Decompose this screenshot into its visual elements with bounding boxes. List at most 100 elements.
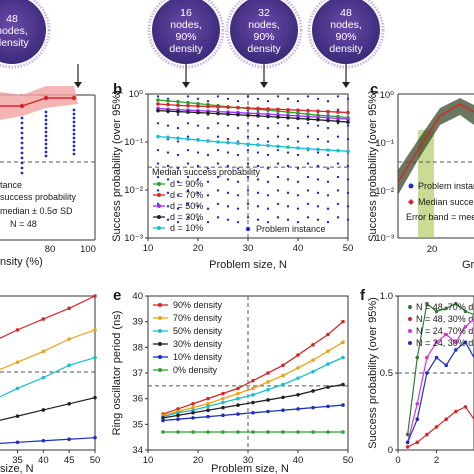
- x-tick: 20: [193, 455, 204, 466]
- instance-dot: [306, 95, 310, 98]
- data-point: [454, 340, 458, 345]
- data-point: [341, 319, 345, 324]
- instance-dot: [296, 194, 300, 197]
- instance-dot: [266, 194, 270, 197]
- data-point: [196, 104, 200, 108]
- data-point: [156, 98, 160, 102]
- instance-dot: [316, 137, 320, 141]
- x-tick: 100: [80, 244, 96, 255]
- legend-item: Problem instance: [418, 181, 474, 191]
- data-point: [463, 309, 468, 314]
- instance-dot: [166, 191, 170, 195]
- data-point: [176, 417, 180, 422]
- instance-dot: [296, 140, 300, 143]
- instance-dot: [186, 216, 190, 219]
- y-tick: 10⁻²: [124, 185, 143, 196]
- instance-dot: [276, 175, 280, 179]
- data-point: [246, 142, 250, 146]
- data-point: [341, 430, 345, 434]
- arrow-head: [182, 82, 190, 88]
- instance-dot: [236, 194, 240, 197]
- instance-dot: [286, 97, 290, 101]
- instance-dot: [44, 154, 48, 158]
- legend-item: median ± 0.5σ SD: [0, 206, 73, 216]
- instance-dot: [246, 122, 250, 125]
- data-point: [444, 363, 448, 368]
- instance-dot: [44, 138, 48, 142]
- instance-dot: [346, 164, 350, 168]
- y-tick: 10⁻³: [375, 233, 394, 244]
- legend-item: d = 70%: [170, 190, 203, 200]
- legend-item: success probability: [0, 192, 77, 202]
- y-axis-label: Ring oscillator period (ns): [111, 311, 123, 436]
- bubble-label: nodes,: [330, 19, 362, 31]
- data-point: [281, 382, 285, 387]
- data-point: [67, 337, 71, 341]
- instance-dot: [196, 151, 200, 154]
- data-point: [156, 102, 160, 106]
- bubble-label: 90%: [335, 31, 356, 43]
- chart-marks: 35 40 45 50: [0, 294, 100, 466]
- instance-dot: [186, 95, 190, 98]
- instance-dot: [336, 202, 340, 206]
- data-point: [405, 432, 410, 437]
- data-point: [296, 146, 300, 150]
- instance-dot: [176, 167, 180, 170]
- data-point: [176, 136, 180, 140]
- median-line: [0, 97, 74, 107]
- data-point: [176, 99, 180, 104]
- instance-dot: [336, 216, 340, 219]
- data-point: [326, 109, 330, 114]
- instance-dot: [286, 191, 290, 195]
- data-point: [296, 366, 300, 370]
- data-point: [206, 111, 210, 115]
- instance-dot: [176, 220, 180, 224]
- data-point: [281, 363, 285, 368]
- y-tick: 38: [132, 342, 143, 353]
- instance-dot: [246, 135, 250, 138]
- y-tick: 35: [132, 419, 143, 430]
- instance-dot: [346, 124, 350, 127]
- data-point: [236, 403, 240, 407]
- data-point: [306, 117, 310, 121]
- data-point: [15, 414, 20, 418]
- instance-dot: [256, 205, 260, 208]
- data-point: [246, 106, 250, 110]
- instance-dot: [246, 202, 250, 206]
- instance-dot: [166, 178, 170, 181]
- data-point: [296, 116, 300, 121]
- instance-dot: [306, 122, 310, 125]
- data-point: [41, 349, 46, 354]
- instance-dot: [296, 153, 300, 157]
- bubble-label: 48: [340, 7, 352, 19]
- data-point: [226, 140, 230, 145]
- legend-marker: [408, 305, 412, 309]
- data-point: [67, 363, 71, 368]
- instance-dot: [266, 167, 270, 170]
- instance-dot: [216, 135, 220, 138]
- panel-d: 35 40 45 50 size, N: [0, 294, 100, 474]
- data-point: [206, 404, 210, 409]
- instance-dot: [286, 151, 290, 154]
- data-point: [281, 408, 285, 413]
- data-point: [316, 109, 320, 113]
- series-line: [407, 406, 474, 448]
- instance-dot: [276, 122, 280, 125]
- bubble-label: nodes,: [248, 19, 280, 31]
- data-point: [346, 120, 350, 124]
- data-point: [191, 430, 195, 434]
- legend-item: N = 48, 70% d: [416, 302, 473, 312]
- data-point: [251, 410, 255, 415]
- data-point: [206, 402, 210, 406]
- instance-dot: [236, 126, 240, 130]
- instance-dot: [266, 126, 270, 130]
- legend-item: 50% density: [173, 326, 223, 336]
- data-point: [346, 110, 350, 115]
- data-point: [326, 148, 330, 152]
- legend-marker: [408, 317, 412, 321]
- legend-item: Error band = mee: [406, 212, 474, 222]
- instance-dot: [256, 218, 260, 221]
- legend-marker: [158, 368, 162, 372]
- instance-dot: [20, 131, 24, 135]
- y-tick: 37: [132, 368, 143, 379]
